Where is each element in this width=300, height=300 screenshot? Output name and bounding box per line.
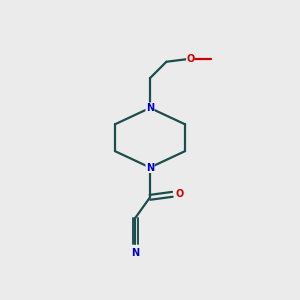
Text: O: O: [176, 189, 184, 199]
Text: O: O: [186, 54, 194, 64]
Text: N: N: [146, 103, 154, 113]
Text: N: N: [146, 163, 154, 172]
Text: N: N: [131, 248, 139, 258]
